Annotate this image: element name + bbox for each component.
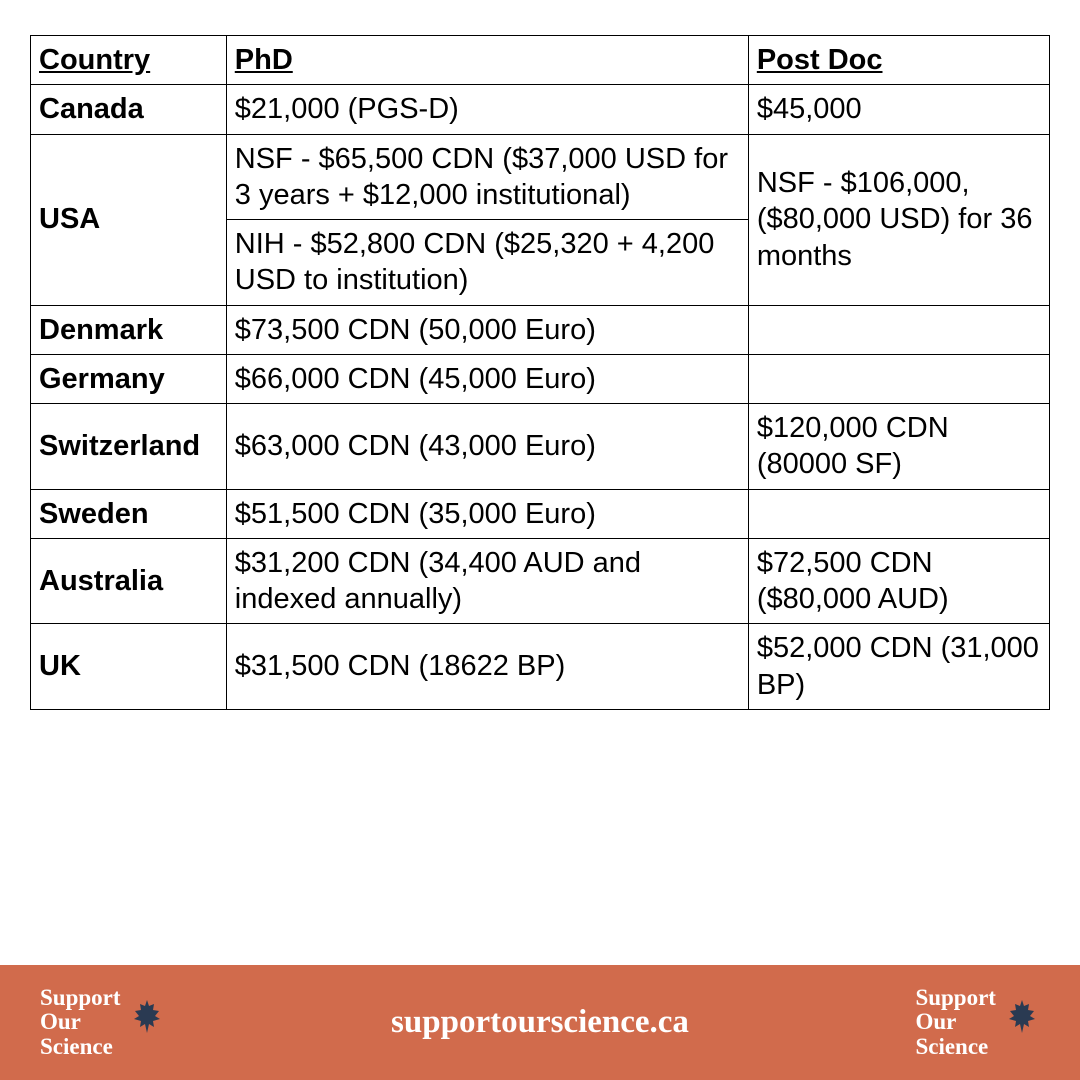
logo-left: Support Our Science (40, 986, 165, 1058)
table-row: Denmark $73,500 CDN (50,000 Euro) (31, 305, 1050, 354)
cell-postdoc: $52,000 CDN (31,000 BP) (748, 624, 1049, 710)
cell-phd: $66,000 CDN (45,000 Euro) (226, 354, 748, 403)
cell-postdoc: $72,500 CDN ($80,000 AUD) (748, 538, 1049, 624)
table-row: USA NSF - $65,500 CDN ($37,000 USD for 3… (31, 134, 1050, 220)
cell-phd: NIH - $52,800 CDN ($25,320 + 4,200 USD t… (226, 220, 748, 306)
maple-leaf-icon (1004, 998, 1040, 1047)
cell-phd: $51,500 CDN (35,000 Euro) (226, 489, 748, 538)
table-row: Canada $21,000 (PGS-D) $45,000 (31, 85, 1050, 134)
table-row: Germany $66,000 CDN (45,000 Euro) (31, 354, 1050, 403)
logo-right: Support Our Science (915, 986, 1040, 1058)
maple-leaf-icon (129, 998, 165, 1047)
table-container: Country PhD Post Doc Canada $21,000 (PGS… (0, 0, 1080, 965)
logo-text: Support Our Science (915, 986, 996, 1058)
cell-phd: $31,500 CDN (18622 BP) (226, 624, 748, 710)
logo-text: Support Our Science (40, 986, 121, 1058)
logo-line: Our (40, 1010, 121, 1034)
cell-phd: $21,000 (PGS-D) (226, 85, 748, 134)
cell-country: Sweden (31, 489, 227, 538)
cell-postdoc (748, 354, 1049, 403)
cell-postdoc (748, 305, 1049, 354)
table-row: Sweden $51,500 CDN (35,000 Euro) (31, 489, 1050, 538)
cell-country: Denmark (31, 305, 227, 354)
cell-country: Canada (31, 85, 227, 134)
logo-line: Support (915, 986, 996, 1010)
cell-postdoc: $45,000 (748, 85, 1049, 134)
table-row: Australia $31,200 CDN (34,400 AUD and in… (31, 538, 1050, 624)
cell-phd: $31,200 CDN (34,400 AUD and indexed annu… (226, 538, 748, 624)
table-header-row: Country PhD Post Doc (31, 36, 1050, 85)
col-postdoc: Post Doc (748, 36, 1049, 85)
cell-country: UK (31, 624, 227, 710)
cell-postdoc (748, 489, 1049, 538)
logo-line: Science (915, 1035, 996, 1059)
table-row: Switzerland $63,000 CDN (43,000 Euro) $1… (31, 404, 1050, 490)
cell-postdoc: NSF - $106,000, ($80,000 USD) for 36 mon… (748, 134, 1049, 305)
table-row: UK $31,500 CDN (18622 BP) $52,000 CDN (3… (31, 624, 1050, 710)
cell-phd: $73,500 CDN (50,000 Euro) (226, 305, 748, 354)
cell-phd: $63,000 CDN (43,000 Euro) (226, 404, 748, 490)
cell-phd: NSF - $65,500 CDN ($37,000 USD for 3 yea… (226, 134, 748, 220)
cell-country: Germany (31, 354, 227, 403)
cell-country: Switzerland (31, 404, 227, 490)
col-country: Country (31, 36, 227, 85)
footer-url: supportourscience.ca (391, 1004, 689, 1041)
logo-line: Science (40, 1035, 121, 1059)
cell-postdoc: $120,000 CDN (80000 SF) (748, 404, 1049, 490)
stipend-table: Country PhD Post Doc Canada $21,000 (PGS… (30, 35, 1050, 710)
col-phd: PhD (226, 36, 748, 85)
cell-country: USA (31, 134, 227, 305)
logo-line: Our (915, 1010, 996, 1034)
cell-country: Australia (31, 538, 227, 624)
logo-line: Support (40, 986, 121, 1010)
footer-banner: Support Our Science supportourscience.ca… (0, 965, 1080, 1080)
